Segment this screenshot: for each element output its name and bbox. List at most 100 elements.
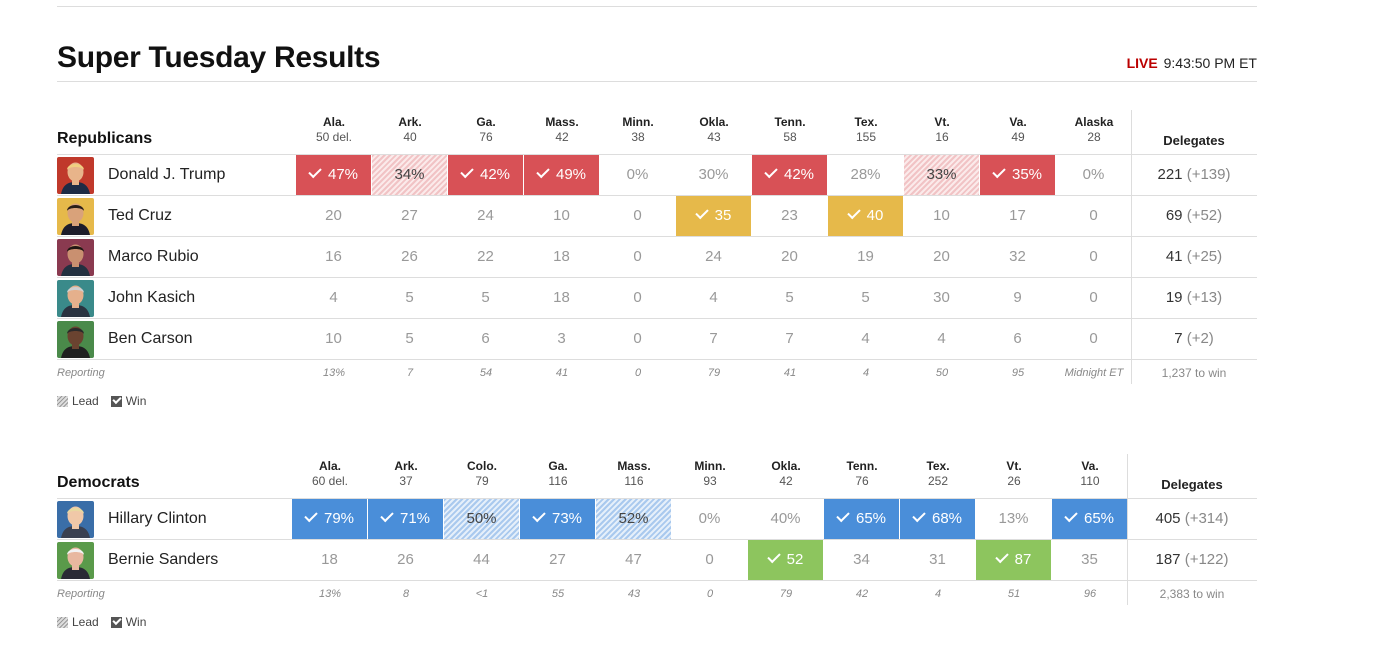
state-delegates: 155 [855,130,877,144]
result-cell: 3 [524,319,599,359]
result-cell: 35% [980,155,1055,195]
reporting-value: 79 [779,588,793,600]
delegate-total: 187 (+122) [1127,540,1257,580]
result-cell: 16 [296,237,371,277]
delegate-count: 221 [1157,166,1183,183]
result-cell: 20 [296,196,371,236]
delegate-gain: (+2) [1186,330,1214,347]
lead-swatch-icon [57,396,68,407]
state-header-vt: Vt. 26 [976,459,1052,489]
state-header-ala: Ala. 50 del. [296,115,372,145]
candidate-row: Marco Rubio 16 26 22 18 0 24 20 19 20 32 0 41 (+25) [57,237,1257,277]
candidate-name: Donald J. Trump [108,166,226,183]
check-icon [460,164,474,179]
reporting-value: 7 [406,367,414,379]
result-cell: 0 [600,319,675,359]
result-value: 79% [323,510,355,527]
result-value: 0 [1089,248,1098,265]
result-cell: 6 [448,319,523,359]
state-header-va: Va. 49 [980,115,1056,145]
state-name: Tex. [854,115,878,129]
state-header-minn: Minn. 38 [600,115,676,145]
row-divider [57,195,1257,196]
delegate-gain: (+13) [1186,289,1223,306]
result-cell: 23 [752,196,827,236]
result-value: 6 [1013,330,1022,347]
reporting-value: 4 [934,588,942,600]
state-name: Minn. [622,115,654,129]
result-value: 0 [633,289,642,306]
delegate-total: 41 (+25) [1131,237,1257,277]
state-header-tenn: Tenn. 76 [824,459,900,489]
state-delegates: 40 [403,130,417,144]
reporting-value: 13% [318,588,342,600]
result-value: 5 [861,289,870,306]
state-delegates: 28 [1087,130,1101,144]
result-value: 5 [405,330,414,347]
result-value: 52 [786,551,804,568]
result-value: 40% [770,510,801,527]
result-cell: 42% [752,155,827,195]
delegates-divider [1131,110,1132,384]
result-cell: 28% [828,155,903,195]
delegate-total: 19 (+13) [1131,278,1257,318]
result-value: 0% [698,510,721,527]
legend: Lead Win [57,615,146,629]
result-value: 18 [321,551,338,568]
result-cell: 52% [596,499,671,539]
state-delegates: 43 [707,130,721,144]
result-cell: 79% [292,499,367,539]
result-value: 26 [397,551,414,568]
result-cell: 71% [368,499,443,539]
delegate-total: 69 (+52) [1131,196,1257,236]
result-value: 28% [850,166,881,183]
state-header-okla: Okla. 43 [676,115,752,145]
state-delegates: 50 del. [315,130,353,144]
candidate-name: Ben Carson [108,330,193,347]
candidate-row: Donald J. Trump 47% 34% 42% 49% 0% 30% 42% 28% 33… [57,155,1257,195]
title-rule [57,81,1257,82]
result-value: 0 [1089,330,1098,347]
result-cell: 10 [904,196,979,236]
candidate-avatar [57,157,94,194]
result-value: 20 [933,248,950,265]
result-value: 52% [618,510,649,527]
state-header-tex: Tex. 155 [828,115,904,145]
candidate-name: Ted Cruz [108,207,173,224]
result-cell: 4 [296,278,371,318]
state-header-ala: Ala. 60 del. [292,459,368,489]
result-value: 34% [394,166,425,183]
row-divider [57,318,1257,319]
result-cell: 0 [1056,237,1131,277]
row-divider [57,539,1257,540]
reporting-value: 43 [627,588,641,600]
result-value: 13% [998,510,1029,527]
state-header-ark: Ark. 37 [368,459,444,489]
result-value: 16 [325,248,342,265]
republicans-results-table: Republicans Ala. 50 del. Ark. 40 Ga. 76 Mass. 42… [57,110,1257,410]
result-value: 24 [477,207,494,224]
result-cell: 4 [676,278,751,318]
result-cell: 9 [980,278,1055,318]
row-divider [57,359,1257,360]
check-icon [912,508,926,523]
result-cell: 7 [752,319,827,359]
result-cell: 65% [824,499,899,539]
result-cell: 0 [672,540,747,580]
page-title: Super Tuesday Results [57,41,381,74]
result-cell: 33% [904,155,979,195]
result-value: 0% [626,166,649,183]
reporting-value: 42 [855,588,869,600]
delegate-total: 405 (+314) [1127,499,1257,539]
result-cell: 87 [976,540,1051,580]
result-value: 50% [466,510,497,527]
result-value: 0 [633,330,642,347]
reporting-value: <1 [475,588,489,600]
state-header-tenn: Tenn. 58 [752,115,828,145]
result-value: 35 [1081,551,1098,568]
result-cell: 30 [904,278,979,318]
candidate-avatar [57,501,94,538]
reporting-value: 95 [1011,367,1025,379]
state-delegates: 38 [631,130,645,144]
row-divider [57,580,1257,581]
